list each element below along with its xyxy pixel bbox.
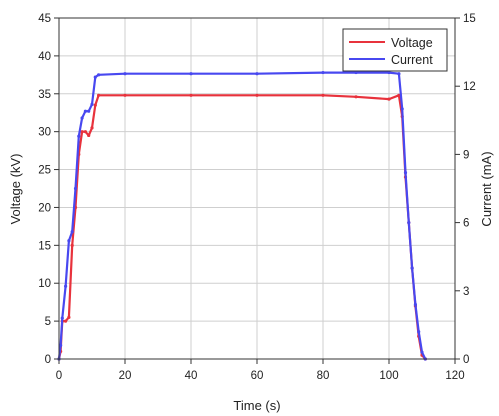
data-point-voltage [354,95,358,99]
data-point-current [321,70,325,75]
x-tick-label: 20 [119,370,132,382]
data-point-voltage [90,126,94,130]
data-point-current [60,316,64,320]
legend: Voltage Current [342,28,448,72]
data-point-current [255,72,259,76]
y-left-tick-label: 45 [38,13,51,25]
y-left-tick-label: 25 [38,165,51,177]
series-layer [57,70,427,361]
data-point-voltage [321,93,325,97]
data-point-voltage [67,315,71,319]
data-point-voltage [123,93,127,97]
data-point-current [97,73,101,77]
y-right-tick-label: 15 [463,13,476,25]
data-point-voltage [189,93,193,97]
data-point-current [417,330,421,334]
y-left-tick-label: 20 [38,202,51,214]
y-left-tick-label: 10 [38,278,51,290]
data-point-current [59,343,63,347]
data-point-current [73,186,78,191]
y-right-tick-label: 9 [463,149,469,161]
data-point-voltage [387,97,391,101]
series-line-current [57,71,427,360]
data-point-current [413,302,417,307]
data-point-current [83,109,87,113]
y-left-tick-label: 40 [38,51,51,63]
data-point-voltage [97,93,101,97]
x-tick-label: 120 [445,370,464,382]
data-point-voltage [64,319,68,323]
data-point-current [400,107,404,111]
data-point-current [403,170,408,175]
data-point-current [189,72,193,76]
data-point-current [354,70,358,75]
data-point-current [123,72,127,76]
data-point-current [407,221,411,225]
data-point-current [93,75,97,79]
x-tick-label: 0 [56,370,62,382]
x-tick-label: 40 [185,370,198,382]
data-point-current [70,230,74,234]
series-line-voltage [57,94,427,360]
y-right-tick-label: 6 [463,218,469,230]
x-tick-label: 100 [379,370,398,382]
data-point-voltage [87,133,91,138]
data-point-current [67,239,71,243]
data-point-voltage [93,103,97,107]
data-point-voltage [83,130,87,134]
x-axis-label: Time (s) [233,398,280,413]
y-right-tick-label: 3 [463,286,469,298]
y-left-tick-label: 5 [45,316,51,328]
y-left-tick-label: 35 [38,89,51,101]
y-left-tick-label: 0 [45,354,51,366]
data-point-current [64,284,68,288]
legend-label-voltage: Voltage [391,36,433,50]
y-left-tick-label: 30 [38,127,51,139]
data-point-current [420,350,424,354]
x-tick-label: 60 [251,370,264,382]
data-point-current [410,266,414,270]
data-point-voltage [255,93,259,97]
data-point-voltage [80,130,84,134]
x-tick-label: 80 [317,370,330,382]
axes: 0 20 40 60 80 100 120 0 5 10 15 20 25 30 35 40 45 0 3 6 9 12 1… [38,13,476,382]
data-point-current [387,70,391,75]
data-point-current [77,134,81,138]
data-point-voltage [70,243,74,247]
y-axis-label-left: Voltage (kV) [8,154,23,225]
legend-box [342,28,448,72]
y-axis-label-right: Current (mA) [479,151,494,226]
data-point-current [90,102,94,106]
data-point-voltage [397,93,401,97]
data-point-current [87,109,91,113]
legend-label-current: Current [391,53,433,67]
data-point-current [80,116,84,120]
y-right-tick-label: 12 [463,81,476,93]
data-point-current [397,72,401,76]
y-left-tick-label: 15 [38,240,51,252]
y-right-tick-label: 0 [463,354,469,366]
